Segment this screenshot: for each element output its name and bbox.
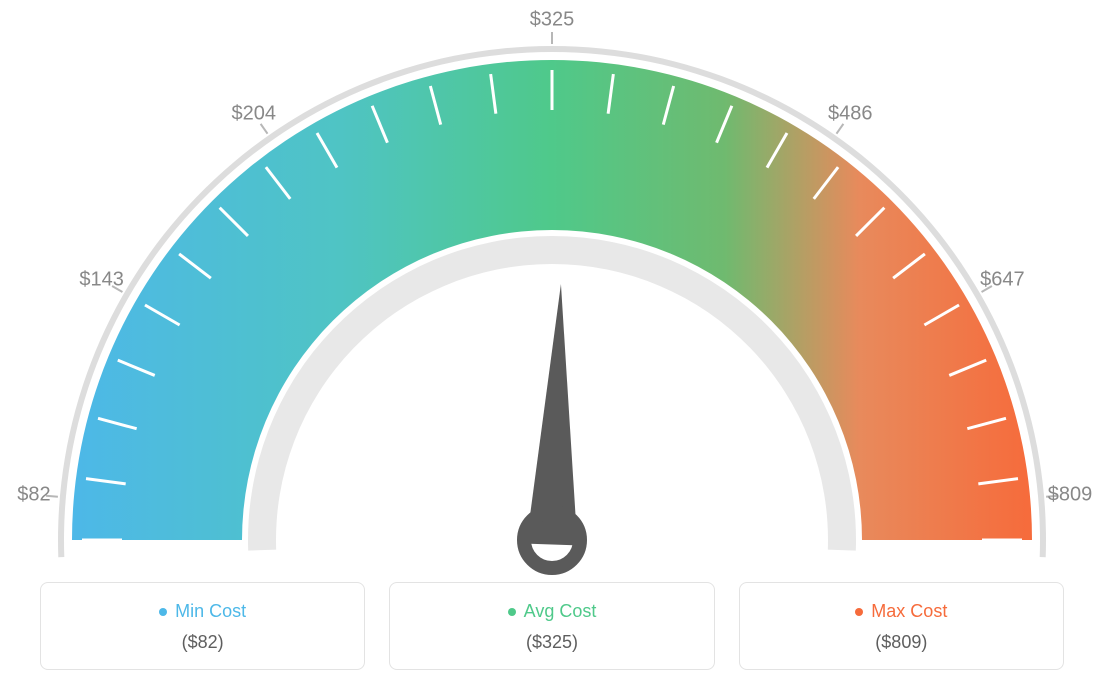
legend-label-max: Max Cost [855,601,947,622]
legend-text-max: Max Cost [871,601,947,622]
gauge-svg [0,10,1104,580]
legend-value-min: ($82) [51,632,354,653]
legend-label-avg: Avg Cost [508,601,597,622]
legend-value-max: ($809) [750,632,1053,653]
gauge-tick-label: $143 [79,269,124,292]
gauge-tick-label: $204 [231,103,276,126]
gauge-tick-label: $486 [828,103,873,126]
gauge-tick-label: $325 [530,9,575,32]
gauge-tick-label: $809 [1048,483,1093,506]
legend-text-avg: Avg Cost [524,601,597,622]
cost-gauge-infographic: $82 $143 $204 $325 $486 $647 $809 Min Cost ($8… [0,0,1104,690]
legend-row: Min Cost ($82) Avg Cost ($325) Max Cost … [40,582,1064,670]
legend-label-min: Min Cost [159,601,246,622]
legend-card-min: Min Cost ($82) [40,582,365,670]
gauge-tick-label: $82 [17,483,50,506]
legend-card-max: Max Cost ($809) [739,582,1064,670]
legend-text-min: Min Cost [175,601,246,622]
legend-value-avg: ($325) [400,632,703,653]
legend-dot-avg [508,608,516,616]
gauge-chart: $82 $143 $204 $325 $486 $647 $809 [0,10,1104,580]
legend-dot-min [159,608,167,616]
legend-card-avg: Avg Cost ($325) [389,582,714,670]
legend-dot-max [855,608,863,616]
gauge-tick-label: $647 [980,269,1025,292]
